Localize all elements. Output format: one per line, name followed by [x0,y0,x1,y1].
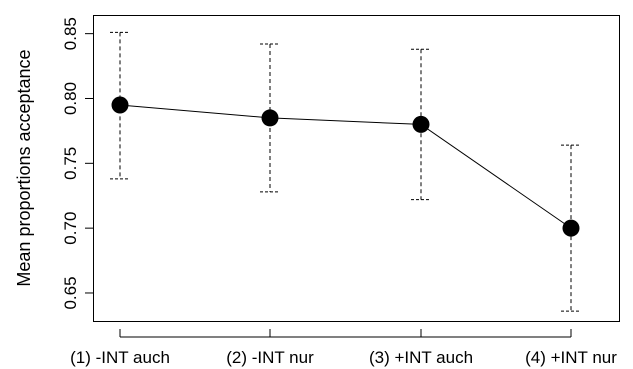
x-axis: (1) -INT auch (2) -INT nur (3) +INT auch (4… [70,329,617,367]
series-line-path [119,104,572,229]
y-tick-label: 0.75 [61,147,80,180]
y-tick-label: 0.70 [61,212,80,245]
data-point [412,115,430,133]
y-tick-label: 0.80 [61,82,80,115]
data-point [111,96,129,114]
x-tick-label: (4) +INT nur [525,348,617,367]
y-tick-label: 0.65 [61,276,80,309]
error-bars [110,31,581,312]
series-line [119,104,572,229]
y-tick-label: 0.85 [61,17,80,50]
y-axis-title: Mean proportions acceptance [14,49,34,286]
x-tick-label: (1) -INT auch [70,348,170,367]
x-tick-label: (3) +INT auch [369,348,473,367]
y-axis: 0.65 0.70 0.75 0.80 0.85 [61,17,94,310]
data-point [562,219,580,237]
data-points [111,96,580,237]
plot-frame [93,15,620,322]
data-point [261,109,279,127]
x-tick-label: (2) -INT nur [226,348,314,367]
